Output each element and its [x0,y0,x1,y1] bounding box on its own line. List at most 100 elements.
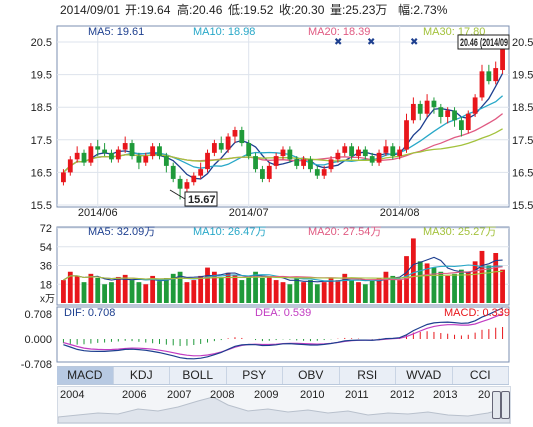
volume-bar [109,282,114,303]
header-date: 2014/09/01 [60,3,120,17]
volume-bar [287,284,293,303]
candle [95,139,101,157]
price-y-ticks: 20.5 20.5 19.5 19.5 18.5 18.5 17.5 17.5 16.5 16.5… [31,37,533,212]
candle [479,64,485,101]
volume-bar [376,278,382,303]
volume-bar [335,280,341,303]
dif-line [63,307,503,360]
volume-bar [417,261,423,303]
tab-wvad[interactable]: WVAD [396,367,453,384]
macd-tick: 0.000 [24,334,52,346]
volume-y-ticks: 72 54 36 18 [40,223,52,291]
candle [211,139,217,157]
volume-bar [280,282,286,303]
volume-bar [410,238,416,303]
price-panel [56,25,510,208]
timeline-handle-left[interactable] [492,391,501,419]
candle [328,156,334,173]
tab-macd[interactable]: MACD [57,367,114,384]
candle [294,156,300,170]
volume-bar [438,271,444,303]
candle [143,152,149,166]
volume-bar [356,282,361,303]
header-volume: 量:25.23万 [330,3,387,17]
tab-obv[interactable]: OBV [283,367,340,384]
volume-bar [308,280,313,303]
volume-bar [328,278,334,303]
header-high: 高:20.46 [177,2,223,17]
candle [150,143,156,160]
timeline-sparkline [58,396,510,423]
volume-bar [225,272,231,303]
candle [486,64,492,85]
candle [301,156,306,170]
volume-bar [362,284,368,303]
macd-legend-dea: DEA: 0.539 [255,307,311,319]
candle [369,152,375,166]
candle [102,143,108,157]
candle [431,97,437,114]
volume-bar [266,276,272,303]
volume-bar [170,273,176,303]
volume-bars [61,238,505,303]
timeline-year: 20 [478,389,491,401]
tab-boll[interactable]: BOLL [170,367,227,384]
candle [129,139,135,160]
candle [383,139,389,157]
price-tick-left: 20.5 [31,37,52,49]
volume-bar [472,261,478,303]
volume-bar [115,276,121,303]
volume-bar [88,273,94,303]
volume-bar [191,280,197,303]
candle [184,178,190,192]
volume-bar [177,271,183,303]
volume-bar [143,284,149,303]
price-tick-right: 19.5 [512,70,533,82]
volume-bar [198,275,204,303]
timeline-year: 2011 [345,389,369,401]
volume-bar [458,269,464,303]
volume-bar [260,278,265,303]
tab-cci[interactable]: CCI [453,367,509,384]
volume-bar [431,267,437,303]
event-markers: ✖ ✖ ✖ [334,37,418,48]
candle [342,143,348,157]
candle [397,146,403,160]
candle [198,162,204,179]
timeline-handle-right[interactable] [501,391,510,419]
candle [67,156,73,176]
candle [452,107,457,127]
candle [465,110,471,134]
volume-bar [369,280,375,303]
price-tick-left: 15.5 [31,200,52,212]
volume-bar [218,278,224,303]
volume-bar [342,273,348,303]
legend-ma5: MA5: 19.61 [88,26,144,38]
timeline-navigator[interactable]: 2004 2006 2007 2008 2009 2010 2011 2012 … [57,386,511,424]
tab-kdj[interactable]: KDJ [114,367,170,384]
candle [376,149,382,166]
candle [335,149,341,163]
vol-legend-ma5: MA5: 32.09万 [88,226,155,238]
volume-bar [314,284,320,303]
volume-bar [253,271,258,303]
vol-ma30-line [63,270,503,281]
volume-bar [294,278,300,303]
candle [253,152,258,173]
tab-psy[interactable]: PSY [227,367,283,384]
candle [458,116,464,137]
tab-rsi[interactable]: RSI [340,367,396,384]
candle [136,152,142,170]
price-tick-left: 17.5 [31,135,52,147]
volume-bar [205,267,210,303]
volume-bar [383,271,389,303]
volume-bar [349,280,355,303]
price-tick-left: 16.5 [31,167,52,179]
price-grid [57,26,509,207]
high-label: 20.46 (2014/09 [460,37,508,49]
volume-bar [445,275,451,303]
volume-bar [273,280,279,303]
candle [191,172,197,186]
vol-legend-ma30: MA30: 25.27万 [423,226,496,238]
